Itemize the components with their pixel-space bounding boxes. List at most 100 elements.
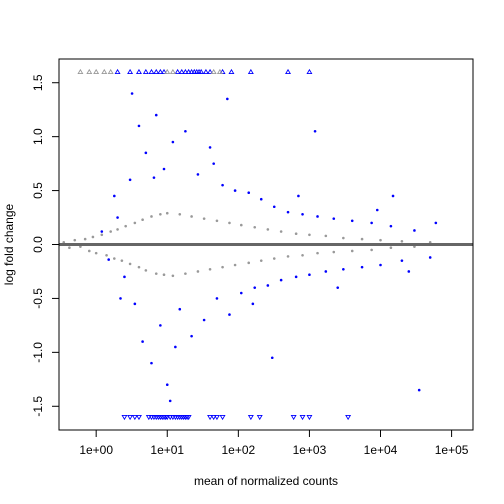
non-significant-point [279, 230, 283, 233]
clipped-point-up [285, 68, 292, 74]
significant-point [391, 194, 395, 198]
significant-point [301, 213, 304, 216]
significant-point [247, 191, 251, 195]
significant-point [162, 167, 166, 171]
y-axis-title: log fold change [2, 203, 16, 285]
clipped-point-down [299, 415, 306, 421]
non-significant-point [79, 245, 82, 248]
non-significant-point [124, 224, 127, 228]
significant-point [400, 259, 404, 262]
significant-point [190, 334, 193, 338]
non-significant-point [413, 245, 416, 248]
non-significant-point [154, 272, 158, 275]
non-significant-point [202, 217, 206, 220]
significant-point [407, 270, 411, 273]
significant-point [266, 284, 270, 287]
significant-point [294, 275, 298, 279]
significant-point [215, 297, 219, 300]
non-significant-point [272, 257, 276, 260]
y-tick-label: 1.5 [31, 74, 45, 91]
clipped-point-down [345, 415, 352, 421]
non-significant-point [162, 273, 166, 276]
clipped-point-up [202, 68, 209, 74]
clipped-point-down [256, 415, 263, 421]
non-significant-point [239, 223, 243, 227]
non-significant-point [83, 237, 87, 241]
significant-point [165, 383, 169, 387]
clipped-point-up [93, 68, 100, 74]
non-significant-point [332, 250, 336, 254]
clipped-point-up [164, 68, 171, 74]
x-tick-label: 1e+00 [79, 443, 113, 457]
clipped-point-down [213, 415, 220, 421]
clipped-point-up [306, 68, 313, 74]
clipped-point-up [182, 68, 189, 74]
non-significant-point [165, 211, 169, 215]
clipped-point-down [210, 415, 217, 421]
significant-point [375, 208, 379, 212]
significant-point [133, 302, 137, 306]
non-significant-point [379, 238, 382, 242]
x-axis: 1e+00 1e+01 1e+02 1e+03 1e+04 1e+05 [79, 429, 469, 457]
significant-point [184, 129, 187, 133]
clipped-point-up [247, 68, 254, 74]
significant-point [324, 270, 328, 273]
significant-point [379, 263, 382, 267]
non-significant-point [150, 215, 153, 218]
significant-point [259, 197, 263, 201]
non-significant-point [247, 261, 251, 265]
x-tick-label: 1e+05 [435, 443, 469, 457]
significant-point [116, 216, 119, 219]
significant-point [370, 221, 373, 225]
clipped-point-down [290, 415, 297, 421]
clipped-point-up [161, 68, 167, 74]
significant-point [417, 388, 421, 392]
significant-point [196, 173, 200, 176]
clipped-point-up [153, 68, 160, 74]
non-significant-point [184, 272, 187, 275]
clipped-point-up [135, 68, 142, 74]
clipped-point-down [164, 415, 171, 421]
significant-point [360, 265, 364, 269]
significant-point [178, 307, 182, 311]
clipped-point-up [210, 68, 217, 74]
x-tick-label: 1e+01 [150, 443, 184, 457]
non-significant-point [324, 234, 328, 238]
significant-point [150, 361, 153, 365]
clipped-point-down [185, 415, 192, 421]
non-significant-point [259, 259, 263, 262]
x-tick-label: 1e+02 [221, 443, 255, 457]
significant-point [226, 97, 229, 101]
clipped-point-up [157, 68, 164, 74]
non-significant-point [316, 251, 319, 255]
significant-point [228, 313, 231, 316]
clipped-point-up [216, 68, 223, 74]
clipped-point-up [198, 68, 205, 74]
y-tick-label: -1.0 [31, 342, 45, 363]
y-tick-label: 0.0 [31, 236, 45, 253]
significant-point [123, 275, 126, 279]
x-tick-label: 1e+03 [293, 443, 327, 457]
clipped-point-down [306, 415, 313, 421]
non-significant-point [208, 268, 212, 271]
non-significant-point [400, 239, 404, 243]
significant-point [336, 286, 340, 289]
clipped-point-down [219, 415, 226, 421]
significant-point [272, 205, 276, 209]
non-significant-point [100, 233, 104, 237]
significant-point [107, 258, 110, 261]
non-significant-point [360, 237, 364, 241]
clipped-point-up [169, 68, 176, 74]
significant-point [253, 286, 257, 289]
significant-point [313, 129, 317, 133]
clipped-point-up [207, 68, 214, 74]
significant-point [130, 92, 134, 95]
non-significant-point [91, 235, 95, 239]
non-significant-point [116, 228, 119, 231]
clipped-point-down [247, 415, 254, 421]
significant-point [171, 140, 175, 144]
non-significant-point [215, 219, 219, 223]
significant-point [100, 230, 104, 233]
y-tick-label: -0.5 [31, 288, 45, 309]
x-axis-title: mean of normalized counts [194, 474, 338, 488]
